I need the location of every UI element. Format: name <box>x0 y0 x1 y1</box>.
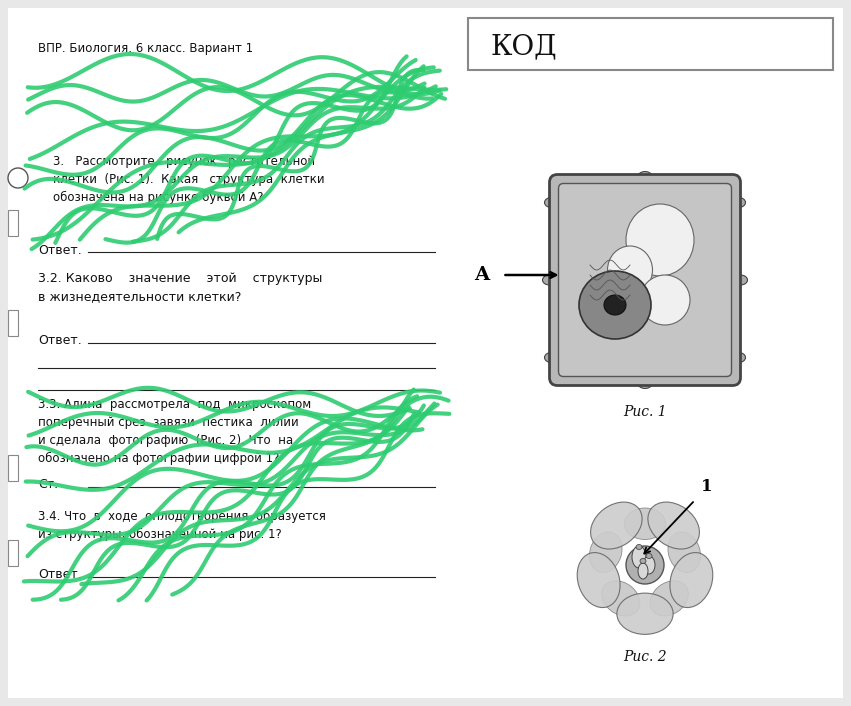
Ellipse shape <box>650 581 688 616</box>
Text: Рис. 2: Рис. 2 <box>623 650 667 664</box>
Ellipse shape <box>670 553 713 608</box>
Ellipse shape <box>668 532 700 573</box>
Ellipse shape <box>734 275 747 285</box>
Ellipse shape <box>545 352 558 362</box>
Bar <box>8 210 18 236</box>
Text: 3.4. Что  в  ходе  оплодотворения  образуется
из структуры, обозначенной на рис.: 3.4. Что в ходе оплодотворения образуетс… <box>38 510 326 542</box>
Text: 1: 1 <box>701 478 712 495</box>
Ellipse shape <box>632 546 646 568</box>
Ellipse shape <box>626 204 694 276</box>
FancyBboxPatch shape <box>558 184 732 376</box>
Ellipse shape <box>640 558 646 563</box>
Ellipse shape <box>617 593 673 635</box>
Ellipse shape <box>591 502 643 549</box>
Text: Ответ.: Ответ. <box>38 568 82 581</box>
Ellipse shape <box>638 172 652 181</box>
Text: A: A <box>474 266 489 284</box>
Text: Ответ.: Ответ. <box>38 244 82 257</box>
Ellipse shape <box>636 544 642 549</box>
Ellipse shape <box>577 553 620 608</box>
Ellipse shape <box>640 275 690 325</box>
Bar <box>8 310 18 336</box>
Ellipse shape <box>625 508 665 539</box>
Ellipse shape <box>608 246 653 294</box>
Ellipse shape <box>648 502 700 549</box>
Text: 3.   Рассмотрите   рисунок   растительной
клетки  (Рис. 1).  Какая   структура  : 3. Рассмотрите рисунок растительной клет… <box>53 155 324 204</box>
Text: ВПР. Биология. 6 класс. Вариант 1: ВПР. Биология. 6 класс. Вариант 1 <box>38 42 253 55</box>
Ellipse shape <box>638 378 652 388</box>
FancyBboxPatch shape <box>550 174 740 385</box>
Ellipse shape <box>604 295 626 315</box>
Text: Рис. 1: Рис. 1 <box>623 405 667 419</box>
Ellipse shape <box>542 275 557 285</box>
Ellipse shape <box>646 554 652 558</box>
Ellipse shape <box>602 581 640 616</box>
Circle shape <box>8 168 28 188</box>
Ellipse shape <box>545 198 558 208</box>
Ellipse shape <box>732 352 745 362</box>
Ellipse shape <box>590 532 622 573</box>
Bar <box>468 18 833 70</box>
Ellipse shape <box>626 546 664 584</box>
Text: 3.2. Каково    значение    этой    структуры
в жизнедеятельности клетки?: 3.2. Каково значение этой структуры в жи… <box>38 272 323 303</box>
Text: КОД: КОД <box>490 33 557 61</box>
Bar <box>8 540 18 566</box>
Ellipse shape <box>732 198 745 208</box>
Text: Ст.: Ст. <box>38 478 58 491</box>
Text: Ответ.: Ответ. <box>38 334 82 347</box>
Bar <box>8 455 18 481</box>
Ellipse shape <box>643 556 655 574</box>
Ellipse shape <box>638 563 648 579</box>
Text: 3.3. Алина  рассмотрела  под  микроскопом
поперечный срез  завязи  пестика  лили: 3.3. Алина рассмотрела под микроскопом п… <box>38 398 311 465</box>
Ellipse shape <box>579 271 651 339</box>
